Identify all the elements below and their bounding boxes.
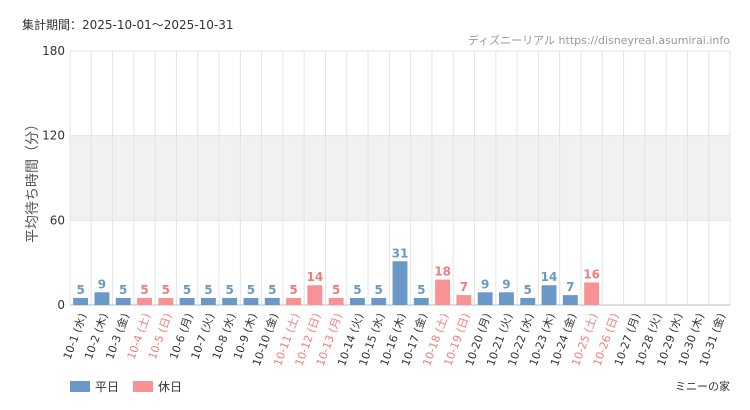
bar[interactable] <box>200 297 216 305</box>
aggregation-period: 集計期間：2025-10-01～2025-10-31 <box>22 18 234 32</box>
grid-layer <box>69 50 731 306</box>
bar-value-label: 5 <box>76 283 84 297</box>
bar-value-label: 7 <box>566 280 574 294</box>
bar[interactable] <box>115 297 131 305</box>
bar[interactable] <box>137 297 152 305</box>
bar[interactable] <box>435 279 451 305</box>
alternate-band-layer <box>70 135 730 221</box>
bar-value-label: 9 <box>481 277 489 291</box>
bar[interactable] <box>179 297 195 305</box>
bar[interactable] <box>158 297 174 305</box>
legend-label-weekday: 平日 <box>95 380 120 394</box>
bar-value-label: 5 <box>417 283 425 297</box>
bar[interactable] <box>520 297 536 305</box>
x-tick-layer: 10-1 (水)10-2 (木)10-3 (金)10-4 (土)10-5 (日)… <box>61 311 728 368</box>
bar[interactable] <box>392 261 408 305</box>
bar[interactable] <box>562 295 578 305</box>
bar[interactable] <box>243 297 259 305</box>
legend-swatch-holiday <box>133 381 154 392</box>
bar-value-label: 18 <box>434 265 451 279</box>
bar-value-label: 16 <box>583 267 600 281</box>
attraction-name: ミニーの家 <box>675 380 730 393</box>
bar-value-label: 14 <box>306 270 323 284</box>
bar[interactable] <box>371 297 387 305</box>
y-tick-label: 60 <box>50 213 65 227</box>
bar[interactable] <box>349 297 365 305</box>
bar[interactable] <box>413 297 429 305</box>
bar[interactable] <box>286 297 301 305</box>
bar[interactable] <box>456 295 472 305</box>
bar-value-label: 5 <box>524 283 532 297</box>
site-credit: ディズニーリアル https://disneyreal.asumirai.inf… <box>467 34 730 47</box>
y-tick-layer: 0 60 120 180 <box>42 44 65 312</box>
legend-item-holiday[interactable]: 休日 <box>133 378 182 395</box>
y-tick-label: 180 <box>42 44 65 58</box>
bar-value-label: 5 <box>332 283 340 297</box>
bar[interactable] <box>264 297 280 305</box>
bar[interactable] <box>477 292 493 305</box>
bar[interactable] <box>541 285 557 305</box>
bar-value-label: 5 <box>204 283 212 297</box>
legend-item-weekday[interactable]: 平日 <box>70 378 119 395</box>
bar-value-label: 5 <box>119 283 127 297</box>
bar-value-label: 9 <box>98 277 106 291</box>
legend-label-holiday: 休日 <box>158 380 183 394</box>
y-tick-label: 120 <box>42 129 65 143</box>
bar-value-label: 7 <box>460 280 468 294</box>
bar-value-label: 14 <box>541 270 558 284</box>
bar-value-label: 5 <box>289 283 297 297</box>
y-band <box>70 135 730 221</box>
bar-value-label: 31 <box>392 246 409 260</box>
legend: 平日 休日 <box>70 378 182 395</box>
bar[interactable] <box>222 297 238 305</box>
bar[interactable] <box>94 292 110 305</box>
bar-layer <box>73 261 600 305</box>
bar[interactable] <box>584 282 600 305</box>
bar-value-label: 5 <box>225 283 233 297</box>
bar-value-label: 5 <box>162 283 170 297</box>
bar-value-label: 5 <box>183 283 191 297</box>
bar-value-label: 5 <box>247 283 255 297</box>
y-axis-label: 平均待ち時間（分） <box>25 117 41 243</box>
bar[interactable] <box>328 297 344 305</box>
bar[interactable] <box>307 285 323 305</box>
legend-swatch-weekday <box>70 381 90 392</box>
bar-value-label: 5 <box>353 283 361 297</box>
bar-value-label: 5 <box>268 283 276 297</box>
y-tick-label: 0 <box>57 298 65 312</box>
bar-value-label: 5 <box>375 283 383 297</box>
bar-value-label: 9 <box>502 277 510 291</box>
bar-value-label: 5 <box>140 283 148 297</box>
bar[interactable] <box>499 292 514 305</box>
bar[interactable] <box>73 297 89 305</box>
